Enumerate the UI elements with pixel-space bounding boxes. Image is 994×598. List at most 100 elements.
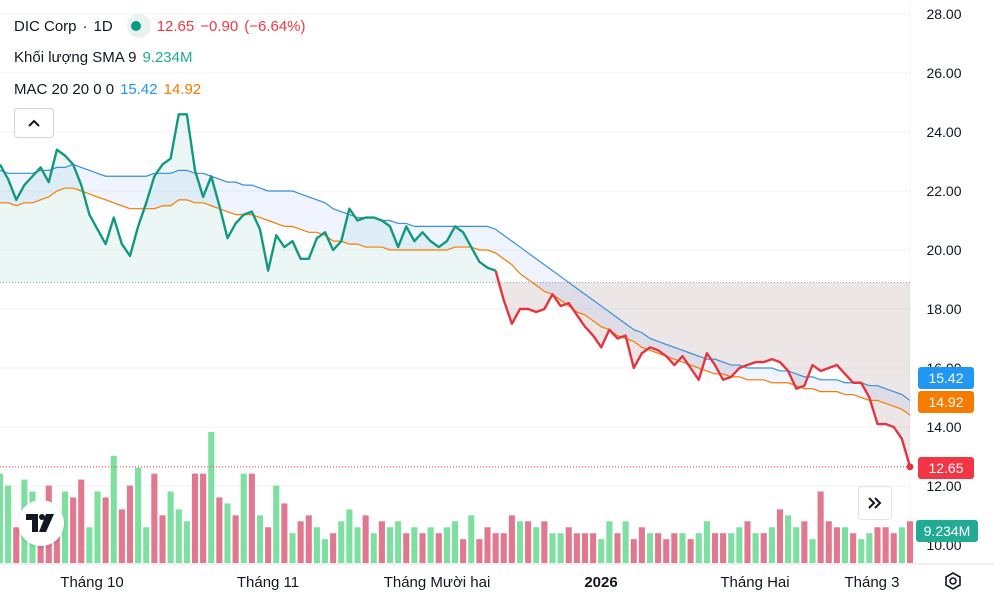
volume-bar [703,521,710,563]
volume-bar [378,521,385,563]
volume-bar [671,533,678,563]
volume-bar [86,527,93,563]
volume-bar [752,533,759,563]
volume-bar [525,521,532,563]
volume-bar [208,431,215,563]
x-tick-label: Tháng 3 [844,574,899,591]
volume-bar [175,509,182,563]
x-tick-label: Tháng Hai [720,574,789,591]
volume-bar [248,473,255,563]
volume-bar [159,515,166,563]
y-tick-label: 24.00 [926,124,961,140]
scroll-to-realtime-button[interactable] [858,486,892,520]
legend-interval[interactable]: 1D [93,17,113,35]
chevron-up-icon [28,119,40,127]
volume-bar [817,491,824,563]
volume-bar [13,527,20,563]
price-tag: 12.65 [918,457,974,479]
x-tick-label: Tháng 10 [60,574,123,591]
volume-bar [776,509,784,563]
volume-bar [590,533,597,563]
volume-bar [768,527,775,563]
volume-bar [191,473,199,563]
volume-bar [183,521,190,563]
volume-bar [224,503,231,563]
volume-bar [687,539,694,563]
legend-symbol[interactable]: DIC Corp [14,17,77,35]
volume-bar [557,533,564,563]
tradingview-logo-icon [26,514,54,532]
y-tick-label: 20.00 [926,242,961,258]
volume-bar [362,515,369,563]
volume-bar [728,533,735,563]
y-tick-label: 28.00 [926,6,961,22]
legend-separator: · [82,17,88,35]
volume-bar [135,467,142,563]
volume-bar [232,515,239,563]
volume-bar [354,527,361,563]
volume-bar [492,533,499,563]
gear-icon [945,572,961,590]
volume-bar [533,527,540,563]
volume-bar [801,521,808,563]
volume-bar [281,503,288,563]
volume-bar [240,473,247,563]
volume-bar [411,527,418,563]
volume-bar [882,527,889,563]
volume-bar [5,485,12,563]
market-status-icon[interactable] [126,14,151,38]
volume-bar [760,533,767,563]
volume-tag: 9.234M [916,520,978,542]
legend-volume-row[interactable]: Khối lượng SMA 9 9.234M [14,49,199,66]
volume-bar [720,533,727,563]
volume-bar [216,497,223,563]
y-tick-label: 18.00 [926,301,961,317]
x-tick-label: Tháng Mười hai [384,574,491,591]
volume-bar [890,533,897,563]
volume-bar [305,515,312,563]
volume-bar [78,479,85,563]
volume-bar [630,539,637,563]
chart-settings-button[interactable] [942,570,964,592]
volume-bar [663,539,670,563]
volume-bar [825,521,832,563]
y-tick-label: 22.00 [926,183,961,199]
volume-bar [427,527,434,563]
upper-band-tag: 15.42 [918,367,974,389]
volume-bar [606,521,613,563]
volume-bar [265,527,272,563]
legend-volume-value: 9.234M [142,49,193,66]
legend-mac-row[interactable]: MAC 20 20 0 0 15.42 14.92 [14,81,207,98]
double-chevron-right-icon [868,497,882,509]
volume-bar [403,533,410,563]
legend-mac-upper: 15.42 [120,81,158,98]
volume-bar [841,527,849,563]
volume-bar [793,527,800,563]
volume-bar [200,473,207,563]
x-tick-label: 2026 [584,574,617,591]
volume-bar [102,497,109,563]
volume-bar [70,497,77,563]
volume-bar [858,539,865,563]
volume-bar [581,533,589,563]
volume-bar [833,527,840,563]
volume-bar [460,539,467,563]
volume-bar [330,533,337,563]
mac-band-fill [0,164,910,416]
volume-bar [541,521,548,563]
volume-bar [435,533,442,563]
legend-mac-label: MAC 20 20 0 0 [14,81,115,98]
volume-bar [289,533,296,563]
volume-bar [565,527,572,563]
volume-bar [143,527,150,563]
volume-bar [386,527,394,563]
tradingview-logo[interactable] [18,500,64,546]
volume-bar [338,521,345,563]
collapse-legend-button[interactable] [14,108,54,138]
volume-bar [346,509,353,563]
volume-bar [695,533,702,563]
volume-bar [167,491,174,563]
volume-bar [256,515,264,563]
legend-volume-label: Khối lượng SMA 9 [14,49,137,66]
